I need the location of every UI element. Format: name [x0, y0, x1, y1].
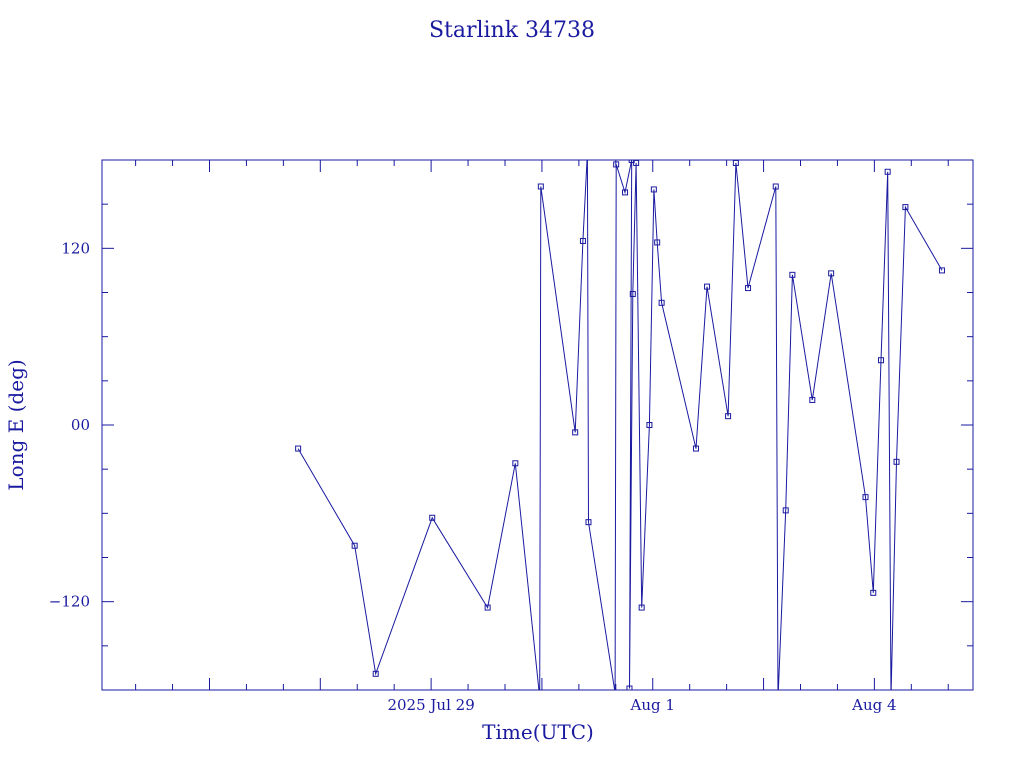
x-tick-label: Aug 4 — [851, 696, 896, 714]
data-point — [579, 237, 586, 244]
data-point — [622, 189, 629, 196]
axis-ticks — [102, 159, 973, 691]
tick-labels: 2025 Jul 29 Aug 1 Aug 4 −120 00 120 — [49, 239, 897, 714]
data-point — [902, 204, 909, 211]
data-point — [372, 670, 379, 677]
data-point — [646, 422, 653, 428]
y-axis-label: Long E (deg) — [4, 359, 28, 490]
data-point — [638, 604, 645, 611]
data-point — [629, 290, 636, 297]
data-point — [484, 604, 491, 611]
data-point — [862, 494, 869, 501]
data-point — [537, 183, 544, 190]
y-tick-label: 00 — [71, 416, 90, 434]
data-point — [613, 161, 620, 168]
y-tick-label: 120 — [61, 239, 90, 257]
plot-area — [295, 160, 945, 690]
data-point — [429, 514, 436, 521]
data-point — [884, 168, 891, 175]
data-point — [572, 429, 579, 436]
x-tick-label: Aug 1 — [630, 696, 675, 714]
series-line — [297, 160, 943, 690]
series-lines — [297, 160, 943, 690]
x-tick-label: 2025 Jul 29 — [387, 696, 474, 714]
data-point — [692, 445, 699, 452]
data-point — [938, 267, 945, 274]
plot-frame — [101, 159, 974, 691]
data-point — [704, 283, 711, 290]
data-point — [626, 685, 633, 690]
data-point — [782, 507, 789, 514]
x-axis-label: Time(UTC) — [482, 720, 594, 744]
series-markers — [295, 160, 945, 690]
data-point — [789, 271, 796, 278]
chart-title: Starlink 34738 — [429, 18, 595, 43]
data-point — [745, 285, 752, 292]
data-point — [893, 458, 900, 465]
data-point — [809, 396, 816, 403]
data-point — [658, 299, 665, 306]
data-point — [878, 357, 885, 364]
data-point — [650, 186, 657, 193]
y-tick-label: −120 — [49, 593, 90, 611]
data-point — [351, 542, 358, 549]
data-point — [725, 413, 732, 420]
data-point — [870, 589, 877, 596]
data-point — [828, 270, 835, 277]
data-point — [585, 519, 592, 526]
data-point — [612, 689, 619, 690]
data-point — [772, 183, 779, 190]
data-point — [654, 239, 661, 246]
data-point — [295, 445, 302, 452]
data-point — [628, 160, 635, 163]
data-point — [512, 460, 519, 467]
